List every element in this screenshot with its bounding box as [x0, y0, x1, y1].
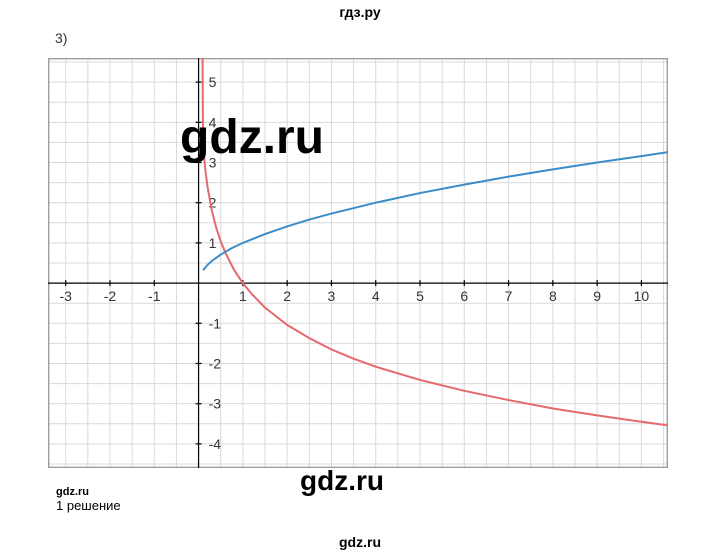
footer-watermark: gdz.ru [0, 534, 720, 550]
svg-text:-4: -4 [209, 436, 222, 452]
svg-text:-2: -2 [209, 355, 222, 371]
svg-text:9: 9 [593, 288, 601, 304]
svg-text:4: 4 [209, 114, 217, 130]
svg-text:5: 5 [416, 288, 424, 304]
svg-text:7: 7 [505, 288, 513, 304]
svg-text:-2: -2 [104, 288, 117, 304]
svg-text:-3: -3 [209, 396, 222, 412]
svg-text:1: 1 [209, 235, 217, 251]
svg-text:-1: -1 [148, 288, 161, 304]
svg-text:1: 1 [239, 288, 247, 304]
answer-label: 1 решение [56, 498, 121, 513]
svg-text:10: 10 [634, 288, 650, 304]
svg-text:4: 4 [372, 288, 380, 304]
chart-svg: -3-2-112345678910-4-3-2-112345 [48, 58, 668, 468]
svg-text:-3: -3 [59, 288, 72, 304]
svg-text:3: 3 [328, 288, 336, 304]
svg-text:6: 6 [460, 288, 468, 304]
chart-container: -3-2-112345678910-4-3-2-112345 [48, 58, 668, 468]
svg-text:5: 5 [209, 74, 217, 90]
svg-text:3: 3 [209, 155, 217, 171]
problem-label: 3) [55, 30, 67, 46]
svg-text:8: 8 [549, 288, 557, 304]
svg-text:-1: -1 [209, 315, 222, 331]
watermark-small: gdz.ru [56, 486, 89, 498]
svg-text:2: 2 [283, 288, 291, 304]
page-header: гдз.ру [0, 4, 720, 20]
watermark-mid: gdz.ru [300, 465, 384, 497]
